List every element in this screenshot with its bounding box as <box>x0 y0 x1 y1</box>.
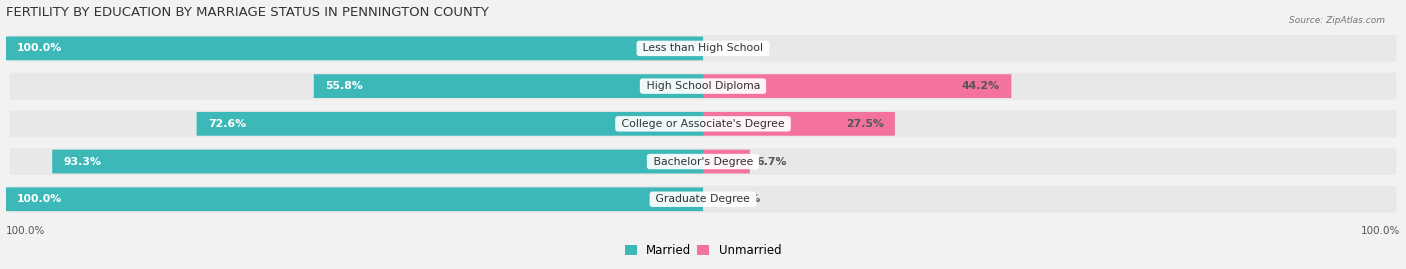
Text: 44.2%: 44.2% <box>962 81 1000 91</box>
Text: 27.5%: 27.5% <box>845 119 883 129</box>
Text: 6.7%: 6.7% <box>756 157 787 167</box>
FancyBboxPatch shape <box>10 186 1396 213</box>
Text: 0.0%: 0.0% <box>731 43 761 54</box>
Text: FERTILITY BY EDUCATION BY MARRIAGE STATUS IN PENNINGTON COUNTY: FERTILITY BY EDUCATION BY MARRIAGE STATU… <box>6 6 488 19</box>
Legend: Married, Unmarried: Married, Unmarried <box>620 239 786 262</box>
Text: 55.8%: 55.8% <box>325 81 363 91</box>
Text: 100.0%: 100.0% <box>17 194 62 204</box>
Text: Graduate Degree: Graduate Degree <box>652 194 754 204</box>
FancyBboxPatch shape <box>10 111 1396 137</box>
FancyBboxPatch shape <box>10 35 1396 62</box>
Text: Source: ZipAtlas.com: Source: ZipAtlas.com <box>1289 16 1385 25</box>
FancyBboxPatch shape <box>314 74 703 98</box>
FancyBboxPatch shape <box>703 112 894 136</box>
FancyBboxPatch shape <box>10 73 1396 100</box>
Text: 100.0%: 100.0% <box>6 226 45 236</box>
Text: College or Associate's Degree: College or Associate's Degree <box>619 119 787 129</box>
FancyBboxPatch shape <box>6 37 703 60</box>
FancyBboxPatch shape <box>703 74 1011 98</box>
Text: 100.0%: 100.0% <box>1361 226 1400 236</box>
Text: 72.6%: 72.6% <box>208 119 246 129</box>
FancyBboxPatch shape <box>197 112 703 136</box>
Text: Bachelor's Degree: Bachelor's Degree <box>650 157 756 167</box>
Text: 0.0%: 0.0% <box>731 194 761 204</box>
FancyBboxPatch shape <box>52 150 703 174</box>
FancyBboxPatch shape <box>6 187 703 211</box>
FancyBboxPatch shape <box>703 150 749 174</box>
Text: 93.3%: 93.3% <box>63 157 101 167</box>
Text: Less than High School: Less than High School <box>640 43 766 54</box>
Text: High School Diploma: High School Diploma <box>643 81 763 91</box>
FancyBboxPatch shape <box>10 148 1396 175</box>
Text: 100.0%: 100.0% <box>17 43 62 54</box>
